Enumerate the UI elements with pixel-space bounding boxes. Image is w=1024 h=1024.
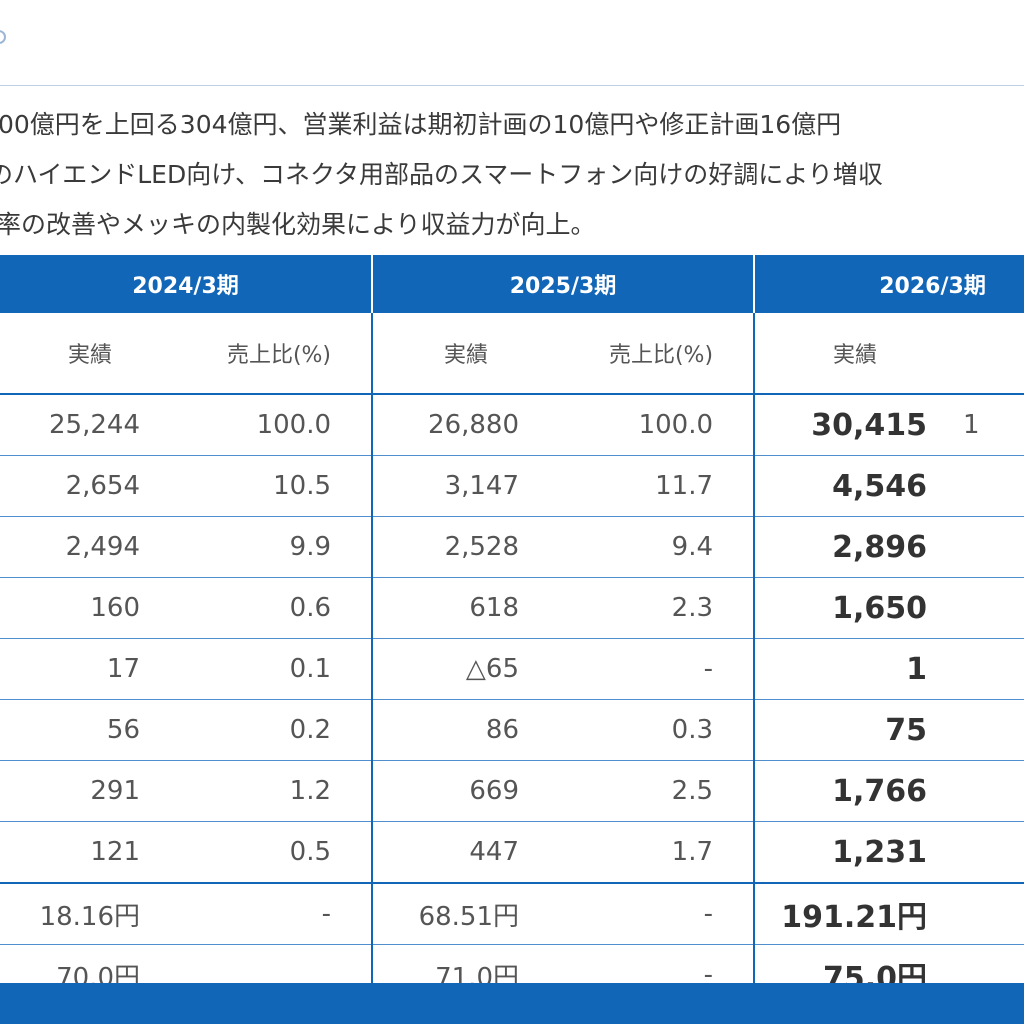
cell-2025-ratio: 9.4 <box>559 516 755 578</box>
cell-2025-ratio: - <box>559 638 755 700</box>
cell-2026-ratio <box>955 638 1024 700</box>
actual-header-2024: 実績 <box>0 313 180 395</box>
footer-bar <box>0 983 1024 1024</box>
cell-2024-ratio: 0.5 <box>180 821 373 884</box>
summary-line-2: のハイエンドLED向け、コネクタ用部品のスマートフォン向けの好調により増収 <box>0 160 883 189</box>
results-table-container: 2024/3期 2025/3期 2026/3期 実績 売上比(%) 実績 売上比… <box>0 255 1024 1024</box>
cell-2026-actual: 1,650 <box>753 577 956 639</box>
ratio-header-2025: 売上比(%) <box>559 313 755 395</box>
period-header-2024: 2024/3期 <box>0 255 373 313</box>
cell-2026-ratio <box>955 821 1024 884</box>
cell-2026-actual: 2,896 <box>753 516 956 578</box>
cell-2025-actual: 26,880 <box>371 394 560 456</box>
cell-2026-actual: 30,415 <box>753 394 956 456</box>
cell-2026-ratio <box>955 577 1024 639</box>
cell-2025-actual: 68.51円 <box>371 882 560 945</box>
cell-2024-ratio: 0.6 <box>180 577 373 639</box>
period-header-2025: 2025/3期 <box>371 255 755 313</box>
cell-2025-actual: 447 <box>371 821 560 884</box>
cell-2024-ratio: 100.0 <box>180 394 373 456</box>
actual-header-2026: 実績 <box>753 313 956 395</box>
cell-2024-actual: 2,494 <box>0 516 180 578</box>
table-row: 56 0.2 86 0.3 75 <box>0 699 1024 761</box>
table-row: 18.16円 -68.51円 -191.21円 <box>0 882 1024 945</box>
cell-2025-actual: 2,528 <box>371 516 560 578</box>
cell-2026-ratio <box>955 455 1024 517</box>
cell-2024-ratio: 10.5 <box>180 455 373 517</box>
table-row: 291 1.2 669 2.5 1,766 <box>0 760 1024 822</box>
cell-2024-ratio: 1.2 <box>180 760 373 822</box>
cell-2025-ratio: 1.7 <box>559 821 755 884</box>
table-row: 2,654 10.5 3,147 11.7 4,546 <box>0 455 1024 517</box>
cell-2024-actual: 121 <box>0 821 180 884</box>
cell-2024-actual: 18.16円 <box>0 882 180 945</box>
ratio-header-2026 <box>955 313 1024 395</box>
cell-2024-actual: 160 <box>0 577 180 639</box>
ratio-header-2024: 売上比(%) <box>180 313 373 395</box>
period-header-row: 2024/3期 2025/3期 2026/3期 <box>0 255 1024 313</box>
cell-2026-ratio <box>955 699 1024 761</box>
cell-2025-ratio: - <box>559 882 755 945</box>
summary-line-3: 率の改善やメッキの内製化効果により収益力が向上。 <box>0 210 596 239</box>
cell-2026-ratio <box>955 760 1024 822</box>
cell-2025-ratio: 2.3 <box>559 577 755 639</box>
cell-2024-ratio: 9.9 <box>180 516 373 578</box>
cell-2024-actual: 2,654 <box>0 455 180 517</box>
table-row: 2,494 9.9 2,528 9.4 2,896 <box>0 516 1024 578</box>
cell-2026-actual: 1,231 <box>753 821 956 884</box>
table-row: 121 0.5 447 1.7 1,231 <box>0 821 1024 884</box>
results-table: 2024/3期 2025/3期 2026/3期 実績 売上比(%) 実績 売上比… <box>0 255 1024 1007</box>
cell-2025-actual: 86 <box>371 699 560 761</box>
cell-2026-actual: 75 <box>753 699 956 761</box>
cell-2025-ratio: 100.0 <box>559 394 755 456</box>
sub-header-row: 実績 売上比(%) 実績 売上比(%) 実績 <box>0 313 1024 395</box>
cell-2026-ratio <box>955 882 1024 945</box>
cell-2025-ratio: 0.3 <box>559 699 755 761</box>
cell-2024-ratio: - <box>180 882 373 945</box>
cell-2025-ratio: 11.7 <box>559 455 755 517</box>
summary-line-1: 00億円を上回る304億円、営業利益は期初計画の10億円や修正計画16億円 <box>0 110 842 139</box>
cell-2024-ratio: 0.1 <box>180 638 373 700</box>
cell-2025-ratio: 2.5 <box>559 760 755 822</box>
period-header-2026: 2026/3期 <box>753 255 1024 313</box>
title-divider <box>0 85 1024 86</box>
actual-header-2025: 実績 <box>371 313 560 395</box>
cell-2024-actual: 25,244 <box>0 394 180 456</box>
cell-2026-ratio: 1 <box>955 394 1024 456</box>
table-row: 25,244 100.0 26,880 100.0 30,415 1 <box>0 394 1024 456</box>
cell-2026-actual: 191.21円 <box>753 882 956 945</box>
cell-2024-ratio: 0.2 <box>180 699 373 761</box>
cell-2025-actual: 669 <box>371 760 560 822</box>
cell-2026-ratio <box>955 516 1024 578</box>
summary-text: 00億円を上回る304億円、営業利益は期初計画の10億円や修正計画16億円 のハ… <box>0 100 1024 250</box>
cell-2025-actual: 618 <box>371 577 560 639</box>
cell-2025-actual: △65 <box>371 638 560 700</box>
cell-2026-actual: 4,546 <box>753 455 956 517</box>
cell-2026-actual: 1,766 <box>753 760 956 822</box>
cell-2024-actual: 56 <box>0 699 180 761</box>
cell-2024-actual: 291 <box>0 760 180 822</box>
title-marker-icon <box>0 30 6 44</box>
cell-2024-actual: 17 <box>0 638 180 700</box>
table-row: 17 0.1 △65-1 <box>0 638 1024 700</box>
cell-2026-actual: 1 <box>753 638 956 700</box>
table-row: 160 0.6 618 2.3 1,650 <box>0 577 1024 639</box>
cell-2025-actual: 3,147 <box>371 455 560 517</box>
